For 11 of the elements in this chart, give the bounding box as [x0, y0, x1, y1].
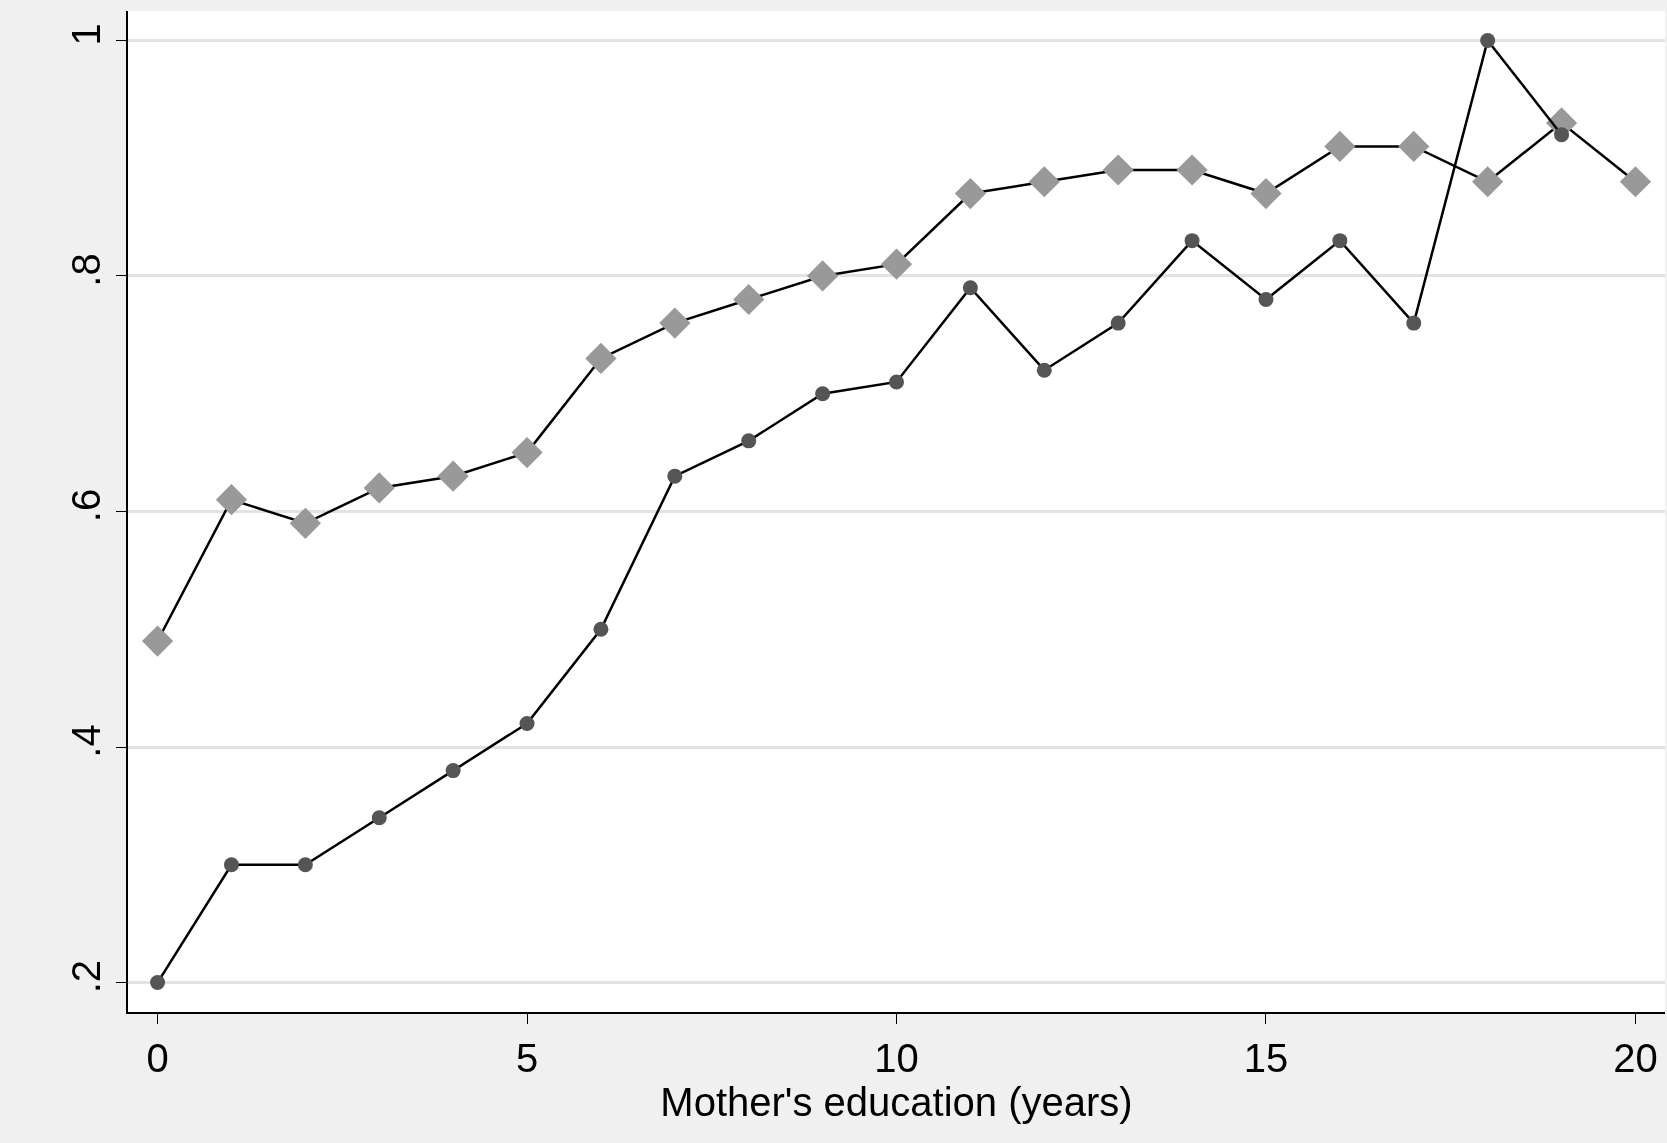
- x-tick-label: 15: [1243, 1035, 1289, 1080]
- x-tick-label: 0: [146, 1035, 169, 1080]
- y-tick-label: 1: [64, 23, 109, 46]
- x-tick-label: 20: [1613, 1035, 1658, 1080]
- x-tick-label: 10: [874, 1035, 919, 1080]
- y-tick-label: .4: [64, 724, 109, 758]
- x-tick-label: 5: [515, 1035, 539, 1080]
- x-axis-title: Mother's education (years): [660, 1079, 1133, 1124]
- y-tick-label: .6: [64, 488, 109, 523]
- y-tick-label: .2: [64, 959, 109, 994]
- y-tick-label: .8: [64, 253, 109, 287]
